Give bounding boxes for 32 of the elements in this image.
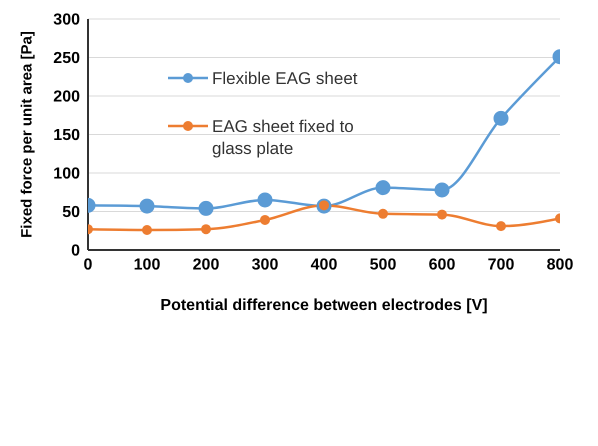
y-tick-label: 250 (53, 50, 80, 68)
x-tick-label: 800 (546, 256, 574, 274)
y-tick-label: 100 (53, 166, 80, 183)
point (376, 180, 390, 196)
y-axis-title: Fixed force per unit area [Pa] (18, 31, 36, 238)
x-axis-title: Potential difference between electrodes [V] (160, 297, 488, 314)
x-tick-label: 700 (488, 256, 514, 274)
x-tick-label: 200 (192, 256, 220, 274)
x-tick-label: 100 (134, 256, 160, 274)
point (494, 110, 508, 126)
legend-label: Flexible EAG sheet (212, 68, 359, 90)
y-tick-label: 50 (62, 204, 80, 222)
x-tick-label: 0 (84, 256, 93, 274)
y-tick-label: 300 (53, 12, 80, 29)
x-tick-label: 500 (370, 256, 396, 274)
x-tick-label: 300 (252, 256, 278, 274)
point (198, 200, 214, 216)
point (260, 214, 270, 225)
y-tick-label: 200 (53, 88, 80, 106)
point (140, 198, 154, 214)
point (378, 208, 388, 219)
y-tick-label: 150 (53, 127, 80, 144)
point (434, 182, 450, 198)
x-tick-label: 400 (310, 256, 338, 274)
legend-label: EAG sheet fixed to glass plate (212, 116, 355, 160)
point (201, 224, 211, 234)
point (142, 224, 152, 235)
y-tick-label: 0 (71, 242, 80, 260)
point (437, 210, 447, 220)
x-tick-label: 600 (428, 256, 456, 274)
point (496, 221, 506, 232)
point (258, 192, 272, 208)
